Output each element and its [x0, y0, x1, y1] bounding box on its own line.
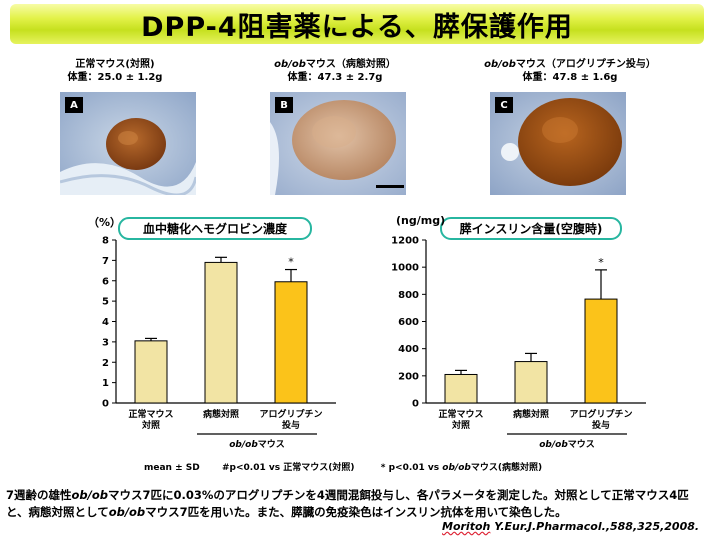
micrograph-a-label: A — [65, 97, 83, 113]
chart1-bar-0 — [134, 340, 168, 404]
panel-c-heading: ob/obマウス（アログリプチン投与） — [484, 59, 656, 70]
chart1-unit: （%） — [88, 216, 122, 229]
chart2-category-label-1-0: 病態対照 — [513, 408, 549, 420]
chart1-category-label-0-1: 対照 — [141, 419, 160, 431]
panel-a-weight: 体重：25.0 ± 1.2g — [67, 72, 163, 83]
chart1-category-label-2-0: アログリプチン — [259, 408, 322, 420]
chart1-bar-2 — [274, 281, 308, 404]
page-title: DPP-4阻害薬による、膵保護作用 — [141, 11, 573, 43]
chart2-bar-0 — [444, 373, 478, 404]
title-banner: DPP-4阻害薬による、膵保護作用 — [10, 4, 704, 44]
chart1-ytick-label-8: 8 — [102, 236, 109, 247]
citation-rest: Y.Eur.J.Pharmacol.,588,325,2008. — [490, 520, 700, 533]
study-description: 7週齢の雄性ob/obマウス7匹に0.03%のアログリプチンを4週間混餌投与し、… — [6, 488, 689, 519]
chart2-category-label-2-0: アログリプチン — [569, 408, 632, 420]
chart1-ytick-label-7: 7 — [102, 256, 109, 267]
legend-hash: #p<0.01 vs 正常マウス(対照) — [222, 463, 355, 473]
chart2-unit: (ng/mg) — [396, 214, 446, 227]
chart1-ytick-label-3: 3 — [102, 337, 109, 348]
panel-c-caption: ob/obマウス（アログリプチン投与） 体重：47.8 ± 1.6g — [460, 58, 680, 84]
chart2-category-label-2-1: 投与 — [592, 419, 610, 431]
chart2-ytick-label-1: 200 — [398, 371, 419, 382]
panel-c-weight: 体重：47.8 ± 1.6g — [522, 72, 618, 83]
micrograph-b-label: B — [275, 97, 293, 113]
chart1-ytick-label-0: 0 — [102, 399, 109, 410]
micrograph-c: C — [490, 92, 626, 195]
chart1-ytick-label-6: 6 — [102, 276, 109, 287]
citation-author: Moritoh — [442, 520, 491, 533]
panel-b-caption: ob/obマウス（病態対照） 体重：47.3 ± 2.7g — [240, 58, 430, 84]
panel-b-heading: ob/obマウス（病態対照） — [274, 59, 396, 70]
chart2-ytick-label-2: 400 — [398, 344, 419, 355]
micrograph-b: B — [270, 92, 406, 195]
chart1-category-label-2-1: 投与 — [282, 419, 300, 431]
chart2-ytick-label-0: 0 — [412, 399, 419, 410]
chart1-title-pill: 血中糖化ヘモグロビン濃度 — [118, 217, 312, 240]
chart2-ytick-label-3: 600 — [398, 317, 419, 328]
chart2-title-pill: 膵インスリン含量(空腹時) — [440, 217, 622, 240]
chart2-bar-2 — [584, 298, 618, 404]
chart2-bar-1 — [514, 361, 548, 404]
chart2-annotation-2: * — [598, 256, 604, 269]
panel-a-heading: 正常マウス(対照) — [75, 59, 155, 70]
chart1-bar-1 — [204, 261, 238, 404]
micrograph-a: A — [60, 92, 196, 195]
chart2-ytick-label-6: 1200 — [391, 236, 419, 247]
chart1-category-label-1-0: 病態対照 — [203, 408, 239, 420]
legend-star: * p<0.01 vs ob/obマウス(病態対照) — [380, 463, 543, 473]
chart1-ytick-label-4: 4 — [102, 317, 109, 328]
chart2-title: 膵インスリン含量(空腹時) — [459, 222, 603, 236]
panel-a-caption: 正常マウス(対照) 体重：25.0 ± 1.2g — [30, 58, 200, 84]
chart2-ytick-label-5: 1000 — [391, 263, 419, 274]
panel-b-weight: 体重：47.3 ± 2.7g — [287, 72, 383, 83]
citation: Moritoh Y.Eur.J.Pharmacol.,588,325,2008. — [442, 520, 699, 533]
legend-mean: mean ± SD — [144, 463, 200, 473]
micrograph-c-label: C — [495, 97, 513, 113]
significance-legend: mean ± SD #p<0.01 vs 正常マウス(対照) * p<0.01 … — [144, 460, 542, 473]
chart2-group-label: ob/obマウス — [539, 439, 595, 450]
chart1-annotation-2: * — [288, 256, 294, 269]
chart1-ytick-label-5: 5 — [102, 297, 109, 308]
chart1-ytick-label-2: 2 — [102, 358, 109, 369]
chart2-category-label-0-1: 対照 — [451, 419, 470, 431]
chart2-ytick-label-4: 800 — [398, 290, 419, 301]
chart2-category-label-0-0: 正常マウス — [438, 408, 483, 420]
chart1-group-label: ob/obマウス — [229, 439, 285, 450]
chart1-category-label-0-0: 正常マウス — [128, 408, 173, 420]
chart1-title: 血中糖化ヘモグロビン濃度 — [142, 222, 287, 236]
chart1-ytick-label-1: 1 — [102, 378, 109, 389]
